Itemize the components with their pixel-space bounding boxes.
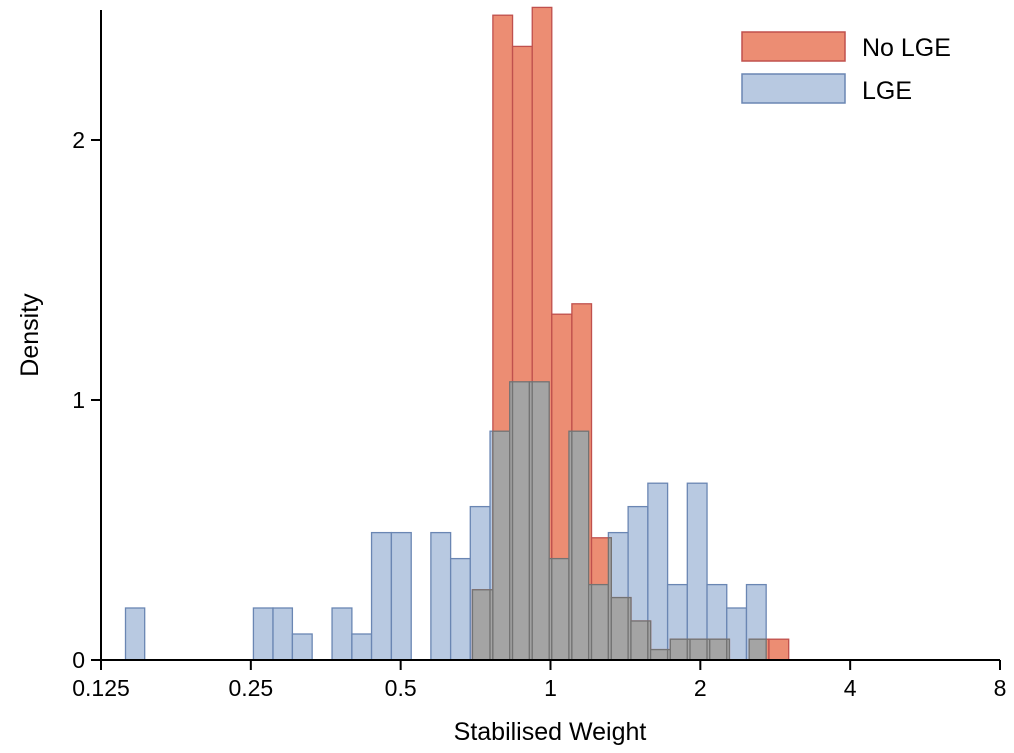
overlap-bar [471,589,491,661]
x-tick-label: 4 [844,675,857,701]
lge-bar [124,607,146,661]
overlap-bar [689,638,708,661]
overlap-bar [748,638,767,661]
overlap-bar [726,638,731,661]
x-axis-ticks: 0.125 0.25 0.5 1 2 4 8 [72,660,1006,701]
lge-bar [252,607,274,661]
overlap-bar [630,620,649,661]
bars-layer [124,6,790,661]
lge-bar [430,531,452,661]
lge-bar [390,531,412,661]
lge-bar [449,557,471,661]
overlap-bar [571,430,590,661]
y-axis-title: Density [16,293,44,377]
overlap-bar [590,583,610,661]
lge-bar [686,482,708,661]
x-axis-title: Stabilised Weight [454,718,647,746]
no-lge-bar [768,638,790,661]
legend-swatch-lge [741,73,846,104]
x-tick-label: 0.5 [385,675,417,701]
x-tick-label: 2 [694,675,707,701]
lge-bar [272,607,294,661]
y-axis-ticks: 0 1 2 [72,127,101,673]
y-tick-label: 2 [72,127,85,153]
legend: No LGE LGE [741,31,951,105]
overlap-bar [709,638,728,661]
y-tick-label: 1 [72,387,85,413]
overlap-bar [492,430,511,661]
legend-swatch-no-lge [741,31,846,62]
overlap-bar [511,381,531,661]
lge-bar [370,531,393,661]
legend-label-no-lge: No LGE [862,34,951,62]
lge-bar [331,607,353,661]
legend-label-lge: LGE [862,77,912,105]
overlap-bar [649,648,669,661]
x-tick-label: 1 [544,675,557,701]
x-tick-label: 0.25 [228,675,273,701]
x-tick-label: 8 [994,675,1007,701]
lge-bar [351,633,373,661]
overlap-bar [531,381,550,661]
y-tick-label: 0 [72,647,85,673]
overlap-bar [669,638,688,661]
overlap-bar [551,557,570,661]
x-tick-label: 0.125 [72,675,130,701]
lge-bar [291,633,313,661]
overlap-bar [610,596,629,661]
